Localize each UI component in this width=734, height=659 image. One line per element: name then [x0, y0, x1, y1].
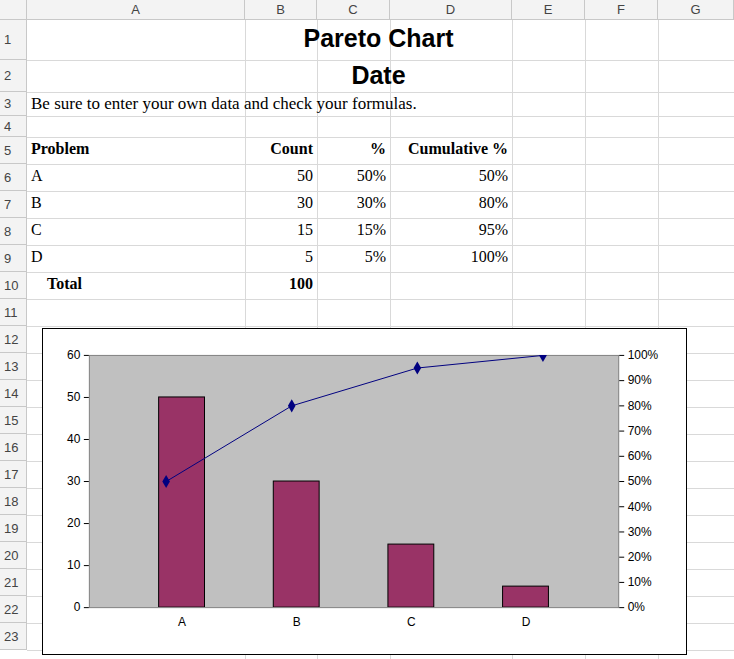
html-text:9: 9	[4, 250, 12, 266]
html-text:8: 8	[4, 223, 12, 239]
html-text:D: D	[445, 2, 456, 17]
svg-text:40: 40	[67, 432, 81, 446]
svg-text:100%: 100%	[628, 348, 659, 362]
html-text:30%: 30%	[356, 194, 386, 211]
html-text:21: 21	[4, 574, 19, 590]
html-text:14: 14	[4, 385, 19, 401]
html-text:6: 6	[4, 169, 12, 185]
html-text:B: B	[31, 194, 42, 211]
html-text:Count: Count	[270, 140, 313, 157]
svg-text:60%: 60%	[628, 449, 652, 463]
svg-text:10: 10	[67, 558, 81, 572]
html-text:80%: 80%	[478, 194, 508, 211]
html-text:5%: 5%	[364, 248, 386, 265]
html-text:13: 13	[4, 358, 19, 374]
html-text:18: 18	[4, 493, 19, 509]
svg-text:50%: 50%	[628, 474, 652, 488]
svg-text:70%: 70%	[628, 424, 652, 438]
html-text:Date: Date	[351, 61, 406, 89]
html-text:95%: 95%	[478, 221, 508, 238]
html-text:100%: 100%	[470, 248, 508, 265]
html-text:A: A	[131, 2, 140, 17]
html-text:7: 7	[4, 196, 12, 212]
html-text:50: 50	[297, 167, 313, 184]
html-text:30: 30	[297, 194, 313, 211]
html-text:A: A	[31, 167, 43, 184]
html-text:G: G	[690, 2, 701, 17]
html-text:Pareto Chart: Pareto Chart	[303, 24, 454, 52]
svg-text:60: 60	[67, 348, 81, 362]
html-text:15: 15	[4, 412, 19, 428]
html-text:Be sure to enter your own data: Be sure to enter your own data and check…	[31, 94, 417, 113]
html-text:50%: 50%	[478, 167, 508, 184]
html-text:C: C	[348, 2, 358, 17]
html-text:12: 12	[4, 331, 19, 347]
svg-text:40%: 40%	[628, 500, 652, 514]
svg-text:0: 0	[74, 600, 81, 614]
html-text:17: 17	[4, 466, 19, 482]
svg-text:0%: 0%	[628, 600, 646, 614]
html-text:D: D	[31, 248, 43, 265]
html-text:10: 10	[4, 277, 19, 293]
html-text:4: 4	[4, 118, 12, 134]
svg-text:90%: 90%	[628, 373, 652, 387]
html-text:16: 16	[4, 439, 19, 455]
html-text:20: 20	[4, 547, 19, 563]
svg-text:10%: 10%	[628, 575, 652, 589]
html-text:23: 23	[4, 628, 19, 644]
svg-text:30: 30	[67, 474, 81, 488]
svg-text:50: 50	[67, 390, 81, 404]
svg-text:20%: 20%	[628, 550, 652, 564]
html-text:F: F	[617, 2, 625, 17]
html-text:19: 19	[4, 520, 19, 536]
html-text:11: 11	[4, 304, 18, 320]
html-text:Total: Total	[47, 275, 82, 292]
html-text:3: 3	[4, 96, 12, 111]
svg-text:20: 20	[67, 516, 81, 530]
html-text:50%: 50%	[356, 167, 386, 184]
html-text:E: E	[543, 2, 553, 17]
svg-text:30%: 30%	[628, 525, 652, 539]
html-text:15: 15	[297, 221, 313, 238]
svg-text:80%: 80%	[628, 399, 652, 413]
html-text:2: 2	[4, 68, 12, 83]
html-text:5: 5	[305, 248, 313, 265]
svg-text:D: D	[522, 615, 531, 629]
svg-text:B: B	[293, 615, 301, 629]
html-text:Problem: Problem	[31, 140, 90, 157]
html-text:C: C	[31, 221, 42, 238]
svg-text:A: A	[178, 615, 186, 629]
html-text:B: B	[276, 2, 285, 17]
html-text:1: 1	[4, 32, 12, 47]
svg-text:C: C	[407, 615, 416, 629]
html-text:Cumulative %: Cumulative %	[408, 140, 508, 157]
html-text:15%: 15%	[356, 221, 386, 238]
html-text:5: 5	[4, 142, 12, 158]
html-text:100: 100	[289, 275, 313, 292]
html-text:22: 22	[4, 601, 19, 617]
